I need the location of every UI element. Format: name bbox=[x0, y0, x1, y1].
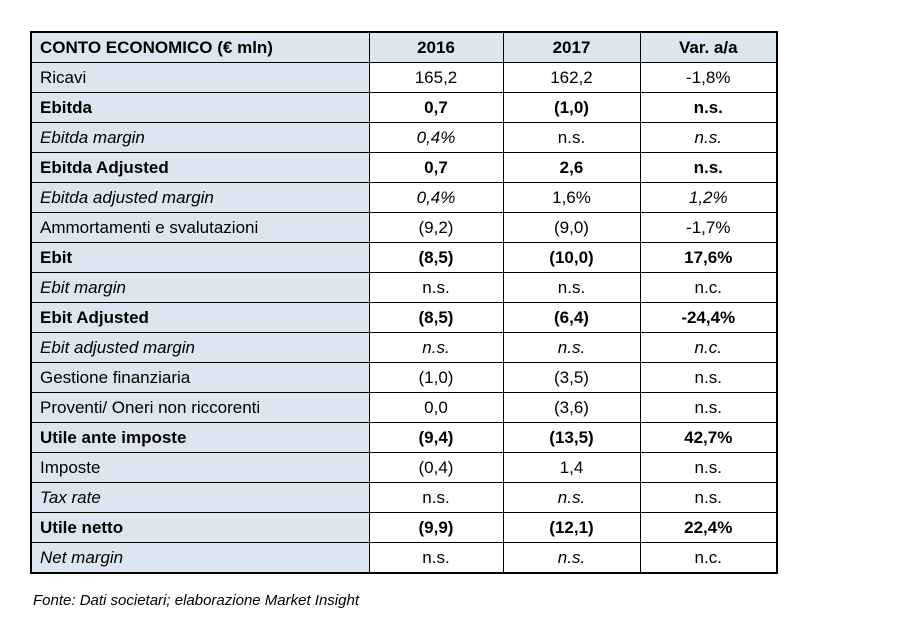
table-row: Utile netto (9,9) (12,1) 22,4% bbox=[30, 512, 778, 543]
header-row: CONTO ECONOMICO (€ mln) 2016 2017 Var. a… bbox=[30, 31, 778, 63]
row-label: Gestione finanziaria bbox=[30, 362, 370, 393]
row-label: Ebitda margin bbox=[30, 122, 370, 153]
row-label: Net margin bbox=[30, 542, 370, 574]
row-label: Ebitda Adjusted bbox=[30, 152, 370, 183]
value-cell: (12,1) bbox=[502, 512, 641, 543]
value-cell: (8,5) bbox=[368, 242, 504, 273]
table-row: Proventi/ Oneri non riccorenti 0,0 (3,6) n.… bbox=[30, 392, 778, 423]
value-cell: n.s. bbox=[502, 272, 641, 303]
value-cell: n.s. bbox=[368, 332, 504, 363]
value-cell: (1,0) bbox=[368, 362, 504, 393]
value-cell: (3,6) bbox=[502, 392, 641, 423]
value-cell: n.c. bbox=[639, 542, 778, 574]
value-cell: n.s. bbox=[502, 482, 641, 513]
value-cell: n.s. bbox=[639, 362, 778, 393]
table-row: Ebit Adjusted (8,5) (6,4) -24,4% bbox=[30, 302, 778, 333]
column-header-title: CONTO ECONOMICO (€ mln) bbox=[30, 31, 370, 63]
value-cell: n.s. bbox=[368, 482, 504, 513]
row-label: Imposte bbox=[30, 452, 370, 483]
value-cell: -1,7% bbox=[639, 212, 778, 243]
value-cell: n.s. bbox=[639, 152, 778, 183]
row-label: Utile ante imposte bbox=[30, 422, 370, 453]
value-cell: 22,4% bbox=[639, 512, 778, 543]
value-cell: 1,4 bbox=[502, 452, 641, 483]
value-cell: (9,0) bbox=[502, 212, 641, 243]
value-cell: (0,4) bbox=[368, 452, 504, 483]
value-cell: (13,5) bbox=[502, 422, 641, 453]
table-row: Net margin n.s. n.s. n.c. bbox=[30, 542, 778, 574]
table-row: Gestione finanziaria (1,0) (3,5) n.s. bbox=[30, 362, 778, 393]
row-label: Ebit adjusted margin bbox=[30, 332, 370, 363]
value-cell: n.s. bbox=[639, 452, 778, 483]
source-note: Fonte: Dati societari; elaborazione Mark… bbox=[33, 592, 359, 609]
value-cell: n.s. bbox=[502, 542, 641, 574]
column-header-var-yoy: Var. a/a bbox=[639, 31, 778, 63]
value-cell: n.c. bbox=[639, 272, 778, 303]
table-row: Ricavi 165,2 162,2 -1,8% bbox=[30, 62, 778, 93]
value-cell: (1,0) bbox=[502, 92, 641, 123]
value-cell: (9,4) bbox=[368, 422, 504, 453]
value-cell: 0,4% bbox=[368, 122, 504, 153]
value-cell: 2,6 bbox=[502, 152, 641, 183]
table-row: Ebitda 0,7 (1,0) n.s. bbox=[30, 92, 778, 123]
row-label: Ammortamenti e svalutazioni bbox=[30, 212, 370, 243]
row-label: Ebit Adjusted bbox=[30, 302, 370, 333]
table-row: Ebit margin n.s. n.s. n.c. bbox=[30, 272, 778, 303]
value-cell: 1,2% bbox=[639, 182, 778, 213]
value-cell: (3,5) bbox=[502, 362, 641, 393]
table-row: Ammortamenti e svalutazioni (9,2) (9,0) -1,… bbox=[30, 212, 778, 243]
value-cell: 0,7 bbox=[368, 92, 504, 123]
value-cell: 0,0 bbox=[368, 392, 504, 423]
value-cell: 17,6% bbox=[639, 242, 778, 273]
value-cell: n.s. bbox=[639, 392, 778, 423]
table-row: Ebitda adjusted margin 0,4% 1,6% 1,2% bbox=[30, 182, 778, 213]
table-row: Utile ante imposte (9,4) (13,5) 42,7% bbox=[30, 422, 778, 453]
value-cell: (9,9) bbox=[368, 512, 504, 543]
row-label: Ebitda bbox=[30, 92, 370, 123]
value-cell: (9,2) bbox=[368, 212, 504, 243]
value-cell: 0,4% bbox=[368, 182, 504, 213]
table-row: Ebit (8,5) (10,0) 17,6% bbox=[30, 242, 778, 273]
income-statement-table: CONTO ECONOMICO (€ mln) 2016 2017 Var. a… bbox=[30, 31, 778, 574]
value-cell: n.s. bbox=[639, 122, 778, 153]
value-cell: (6,4) bbox=[502, 302, 641, 333]
value-cell: 165,2 bbox=[368, 62, 504, 93]
value-cell: n.c. bbox=[639, 332, 778, 363]
value-cell: n.s. bbox=[502, 332, 641, 363]
value-cell: n.s. bbox=[368, 272, 504, 303]
value-cell: -24,4% bbox=[639, 302, 778, 333]
table-row: Ebitda Adjusted 0,7 2,6 n.s. bbox=[30, 152, 778, 183]
table-row: Imposte (0,4) 1,4 n.s. bbox=[30, 452, 778, 483]
value-cell: 1,6% bbox=[502, 182, 641, 213]
column-header-2016: 2016 bbox=[368, 31, 504, 63]
value-cell: (8,5) bbox=[368, 302, 504, 333]
value-cell: 0,7 bbox=[368, 152, 504, 183]
value-cell: -1,8% bbox=[639, 62, 778, 93]
row-label: Ebit margin bbox=[30, 272, 370, 303]
value-cell: (10,0) bbox=[502, 242, 641, 273]
table-row: Ebit adjusted margin n.s. n.s. n.c. bbox=[30, 332, 778, 363]
row-label: Utile netto bbox=[30, 512, 370, 543]
column-header-2017: 2017 bbox=[502, 31, 641, 63]
row-label: Ebitda adjusted margin bbox=[30, 182, 370, 213]
value-cell: n.s. bbox=[639, 92, 778, 123]
value-cell: 42,7% bbox=[639, 422, 778, 453]
value-cell: n.s. bbox=[502, 122, 641, 153]
table-row: Tax rate n.s. n.s. n.s. bbox=[30, 482, 778, 513]
row-label: Ricavi bbox=[30, 62, 370, 93]
value-cell: n.s. bbox=[639, 482, 778, 513]
value-cell: 162,2 bbox=[502, 62, 641, 93]
table-row: Ebitda margin 0,4% n.s. n.s. bbox=[30, 122, 778, 153]
row-label: Proventi/ Oneri non riccorenti bbox=[30, 392, 370, 423]
value-cell: n.s. bbox=[368, 542, 504, 574]
row-label: Tax rate bbox=[30, 482, 370, 513]
row-label: Ebit bbox=[30, 242, 370, 273]
